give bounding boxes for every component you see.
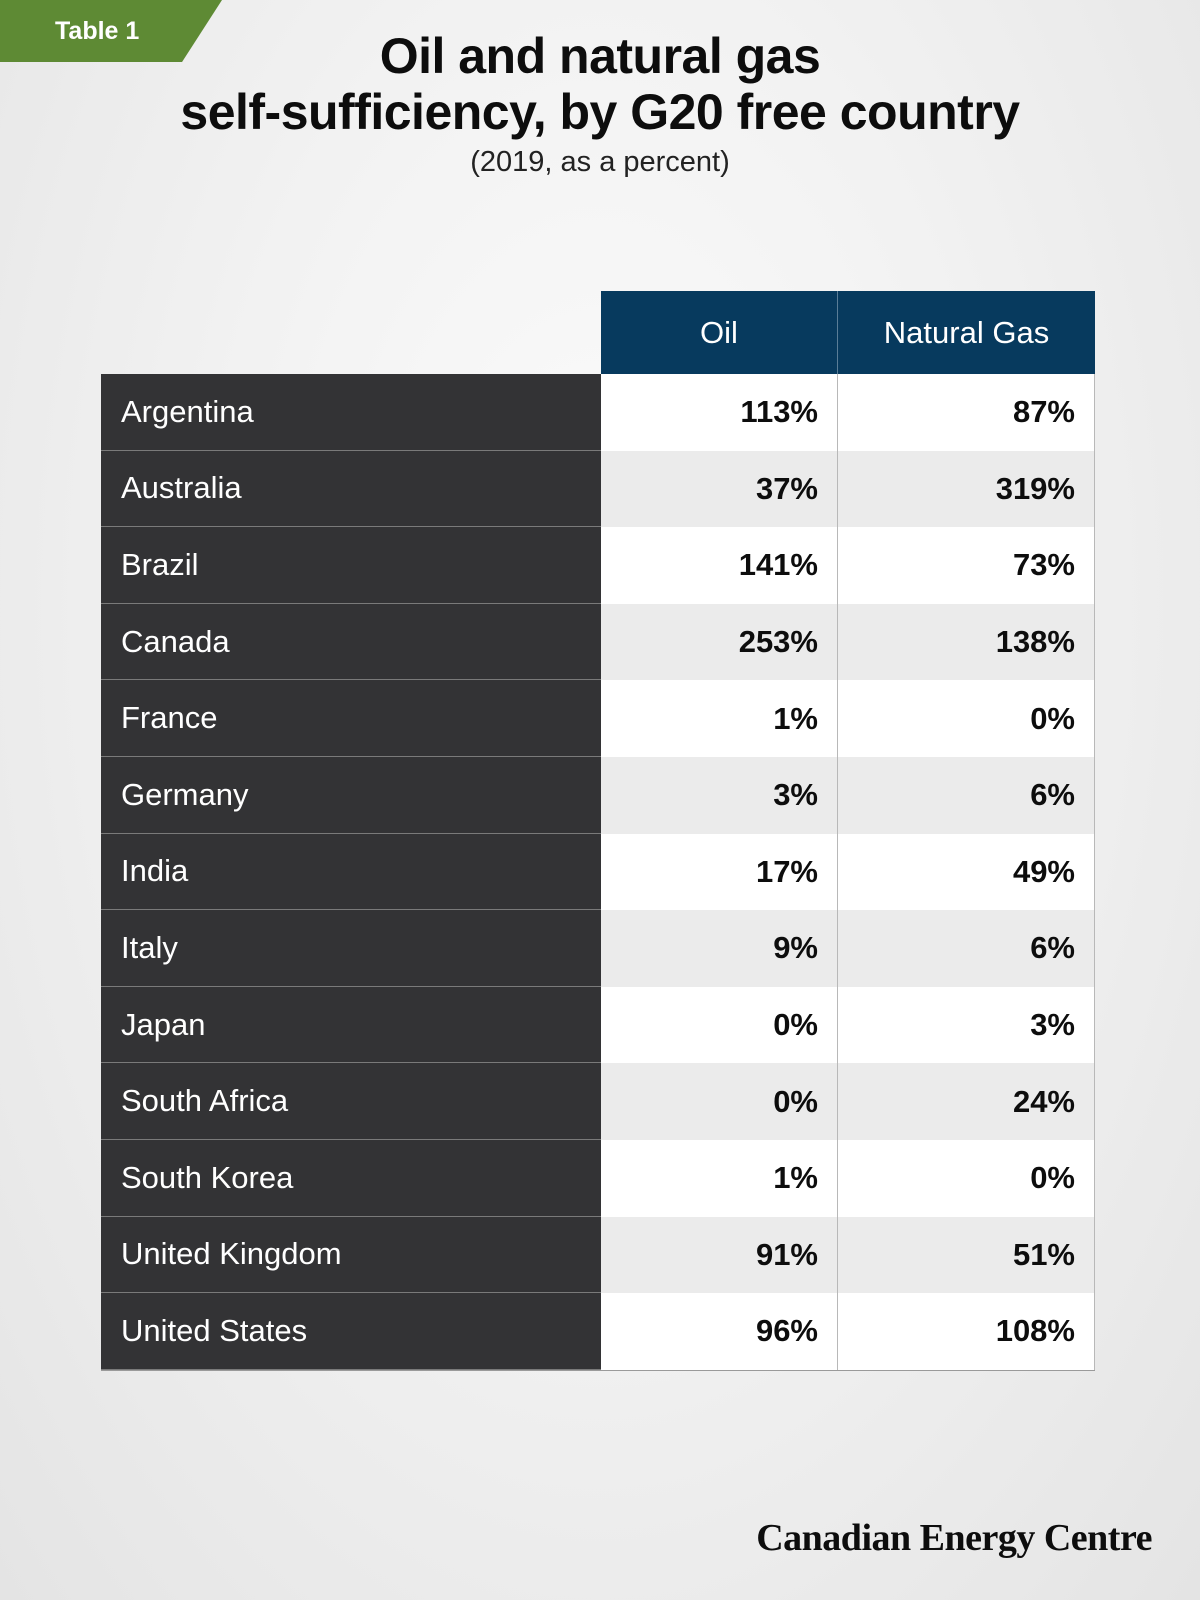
country-cell: South Africa: [101, 1063, 601, 1140]
natural-gas-value-cell: 73%: [838, 527, 1095, 604]
natural-gas-value-cell: 108%: [838, 1293, 1095, 1370]
country-cell: India: [101, 833, 601, 911]
country-cell: France: [101, 680, 601, 757]
country-cell: Argentina: [101, 374, 601, 451]
table-row: South Africa 0% 24%: [101, 1063, 1095, 1140]
natural-gas-value-cell: 87%: [838, 374, 1095, 451]
oil-value-cell: 113%: [601, 374, 838, 451]
country-cell: Germany: [101, 756, 601, 834]
oil-value-cell: 253%: [601, 603, 838, 681]
table-row: United States 96% 108%: [101, 1293, 1095, 1370]
chart-title-line-1: Oil and natural gas: [379, 28, 821, 84]
natural-gas-value-cell: 3%: [838, 986, 1095, 1064]
table-row: United Kingdom 91% 51%: [101, 1216, 1095, 1294]
natural-gas-value-cell: 0%: [838, 1139, 1095, 1217]
country-cell: United Kingdom: [101, 1216, 601, 1294]
oil-value-cell: 37%: [601, 450, 838, 528]
country-cell: Australia: [101, 450, 601, 528]
country-cell: Japan: [101, 986, 601, 1064]
oil-value-cell: 91%: [601, 1216, 838, 1294]
country-cell: Italy: [101, 910, 601, 987]
oil-value-cell: 0%: [601, 1063, 838, 1140]
table-row: Brazil 141% 73%: [101, 527, 1095, 604]
natural-gas-value-cell: 6%: [838, 910, 1095, 987]
country-cell: Brazil: [101, 527, 601, 604]
oil-value-cell: 96%: [601, 1293, 838, 1370]
table-row: India 17% 49%: [101, 833, 1095, 911]
table-row: Germany 3% 6%: [101, 756, 1095, 834]
table-number-tag: [0, 0, 222, 62]
table-row: Italy 9% 6%: [101, 910, 1095, 987]
natural-gas-value-cell: 51%: [838, 1216, 1095, 1294]
chart-title-line-2: self-sufficiency, by G20 free country: [180, 84, 1020, 140]
table-row: Japan 0% 3%: [101, 986, 1095, 1064]
oil-value-cell: 17%: [601, 833, 838, 911]
oil-value-cell: 141%: [601, 527, 838, 604]
natural-gas-value-cell: 49%: [838, 833, 1095, 911]
column-header-oil: Oil: [601, 291, 838, 374]
chart-subtitle: (2019, as a percent): [470, 146, 730, 178]
table-number-label: Table 1: [55, 17, 140, 45]
table-row: Canada 253% 138%: [101, 603, 1095, 681]
table-row: France 1% 0%: [101, 680, 1095, 757]
table-row: Australia 37% 319%: [101, 450, 1095, 528]
country-cell: United States: [101, 1293, 601, 1370]
natural-gas-value-cell: 138%: [838, 603, 1095, 681]
table-row: Argentina 113% 87%: [101, 374, 1095, 451]
oil-value-cell: 9%: [601, 910, 838, 987]
data-table: Argentina 113% 87% Australia 37% 319% Brazil 14…: [101, 374, 1095, 1371]
oil-value-cell: 1%: [601, 1139, 838, 1217]
oil-value-cell: 0%: [601, 986, 838, 1064]
table-row: South Korea 1% 0%: [101, 1139, 1095, 1217]
natural-gas-value-cell: 6%: [838, 756, 1095, 834]
oil-value-cell: 1%: [601, 680, 838, 757]
natural-gas-value-cell: 319%: [838, 450, 1095, 528]
country-cell: South Korea: [101, 1139, 601, 1217]
country-cell: Canada: [101, 603, 601, 681]
brand-logo: Canadian Energy Centre: [756, 1517, 1152, 1559]
natural-gas-value-cell: 24%: [838, 1063, 1095, 1140]
column-header-natural-gas: Natural Gas: [838, 291, 1095, 374]
natural-gas-value-cell: 0%: [838, 680, 1095, 757]
oil-value-cell: 3%: [601, 756, 838, 834]
